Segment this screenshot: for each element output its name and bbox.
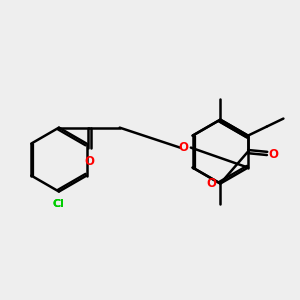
Text: O: O (179, 141, 189, 154)
Text: O: O (84, 155, 94, 168)
Text: O: O (206, 177, 217, 190)
Text: Cl: Cl (53, 199, 65, 208)
Text: Cl: Cl (53, 199, 65, 208)
Text: O: O (268, 148, 278, 160)
